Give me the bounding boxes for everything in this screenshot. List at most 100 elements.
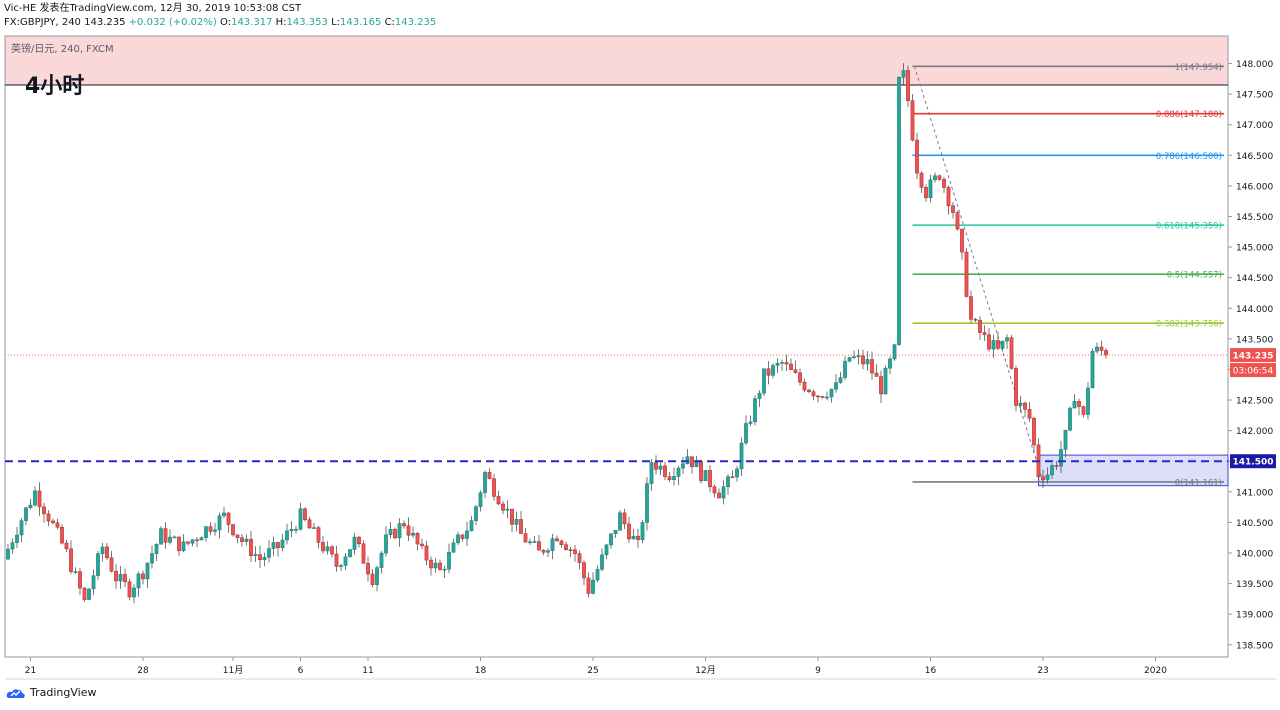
candle-body: [555, 538, 559, 542]
candle-body: [735, 468, 739, 478]
candle-body: [406, 525, 411, 536]
candle-body: [1032, 418, 1036, 446]
countdown-badge: [1230, 363, 1276, 378]
fib-label-0.5: 0.5(144.557): [1167, 271, 1222, 281]
x-tick-label: 28: [137, 666, 149, 676]
candle-body: [681, 463, 685, 469]
candle-body: [420, 543, 424, 547]
candle-body: [154, 544, 159, 554]
candle-body: [514, 519, 519, 525]
symbol-quote-line: FX:GBPJPY, 240 143.235 +0.032 (+0.02%) O…: [4, 17, 436, 29]
candle-body: [249, 538, 253, 556]
candle-body: [33, 490, 37, 506]
current-price-label: 143.235: [1233, 352, 1274, 362]
candle-body: [429, 559, 433, 569]
candle-body: [748, 421, 753, 424]
candle-body: [771, 365, 775, 376]
candle-body: [375, 567, 379, 585]
candle-body: [1014, 368, 1018, 406]
candle-body: [798, 372, 802, 383]
candle-body: [577, 553, 582, 563]
candle-body: [510, 508, 514, 525]
candle-body: [226, 512, 231, 525]
candle-body: [730, 476, 735, 479]
x-tick-label: 11: [362, 666, 373, 676]
candle-body: [487, 472, 492, 479]
candle-body: [1077, 401, 1081, 407]
candle-body: [100, 546, 105, 554]
candle-body: [744, 423, 748, 444]
candle-body: [325, 546, 330, 552]
candle-body: [69, 548, 73, 572]
y-tick-label: 146.000: [1236, 182, 1273, 192]
x-tick-label: 6: [298, 666, 304, 676]
plot-area: [4, 35, 1229, 658]
candle-body: [1090, 351, 1095, 389]
candle-body: [370, 573, 375, 585]
high-label: H:: [275, 17, 287, 28]
candle-body: [955, 212, 960, 230]
tradingview-logo[interactable]: TradingView: [6, 686, 96, 699]
candle-body: [285, 530, 289, 541]
x-tick-label: 2020: [1144, 666, 1167, 676]
candle-body: [964, 251, 969, 297]
candle-body: [109, 557, 114, 572]
candle-body: [523, 533, 528, 543]
candle-body: [897, 77, 901, 345]
candle-body: [334, 553, 339, 567]
x-tick-label: 21: [25, 666, 36, 676]
candle-body: [127, 581, 132, 598]
candle-body: [1023, 402, 1027, 410]
candle-body: [1063, 429, 1068, 450]
y-tick-label: 146.500: [1236, 152, 1273, 162]
candle-body: [352, 536, 357, 550]
candle-body: [24, 507, 28, 521]
candle-body: [357, 536, 361, 545]
candle-body: [721, 486, 726, 499]
candle-body: [703, 470, 708, 482]
candle-body: [456, 534, 460, 544]
candle-body: [60, 526, 64, 544]
chart-annotation: 4小时: [25, 74, 84, 99]
candle-body: [879, 376, 883, 395]
candle-body: [1054, 465, 1059, 467]
publish-info: Vic-HE 发表在TradingView.com, 12月 30, 2019 …: [4, 3, 302, 14]
candle-body: [1027, 409, 1032, 419]
candle-body: [307, 519, 312, 529]
candle-body: [276, 542, 280, 549]
fib-label-1: 1(147.954): [1175, 63, 1222, 73]
candle-body: [906, 70, 910, 101]
candle-body: [393, 529, 397, 539]
candle-body: [217, 515, 222, 531]
candle-body: [64, 542, 69, 550]
candle-body: [1045, 474, 1050, 480]
candle-body: [105, 546, 109, 559]
candle-body: [753, 398, 757, 423]
candle-body: [82, 587, 87, 600]
candle-body: [474, 506, 478, 521]
candle-body: [568, 549, 573, 551]
candle-body: [766, 368, 771, 376]
candle-body: [892, 344, 897, 360]
candle-body: [348, 549, 352, 558]
low-value: 143.165: [340, 17, 382, 28]
fib-label-0.618: 0.618(145.359): [1156, 222, 1222, 232]
candle-body: [622, 512, 627, 525]
candle-body: [96, 553, 100, 576]
candle-body: [1095, 346, 1099, 352]
candle-body: [244, 538, 249, 542]
candle-body: [780, 362, 784, 364]
candle-body: [595, 569, 600, 581]
support-zone: [1038, 454, 1229, 487]
candle-body: [150, 553, 154, 564]
tradingview-cloud-icon: [6, 688, 25, 698]
y-tick-label: 144.000: [1236, 305, 1273, 315]
candle-body: [433, 562, 438, 569]
candle-body: [654, 462, 658, 470]
candle-body: [924, 187, 928, 199]
candle-body: [870, 359, 874, 374]
candle-body: [519, 519, 523, 534]
candle-body: [204, 526, 208, 538]
y-tick-label: 139.000: [1236, 611, 1273, 621]
